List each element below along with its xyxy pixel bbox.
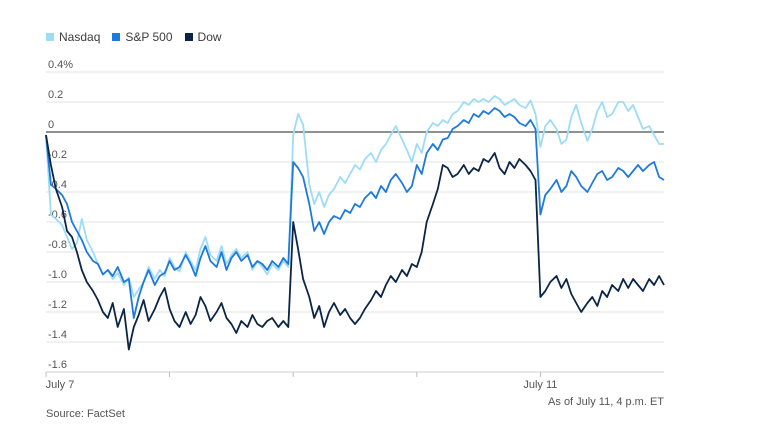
chart-series xyxy=(45,95,665,351)
legend-item-sp500: S&P 500 xyxy=(112,30,173,44)
y-axis-labels: 0.4%0.20-0.2-0.4-0.6-0.8-1.0-1.2-1.4-1.6 xyxy=(48,59,73,371)
y-tick-label: 0.2 xyxy=(48,89,63,101)
y-tick-label: 0.4% xyxy=(48,59,73,71)
y-tick-label: -1.2 xyxy=(48,299,67,311)
series-line-nasdaq xyxy=(45,95,664,298)
y-tick-label: -1.4 xyxy=(48,329,67,341)
x-axis: July 7 July 11 xyxy=(45,371,664,391)
legend-item-dow: Dow xyxy=(184,30,222,44)
y-tick-label: -0.2 xyxy=(48,149,67,161)
legend-swatch-sp500 xyxy=(112,33,121,41)
as-of-note: As of July 11, 4 p.m. ET xyxy=(548,396,664,408)
y-tick-label: 0 xyxy=(48,119,54,131)
x-tick-label: July 7 xyxy=(46,379,75,391)
legend-label-sp500: S&P 500 xyxy=(125,30,173,44)
legend-swatch-nasdaq xyxy=(46,33,54,41)
y-tick-label: -0.4 xyxy=(48,179,67,191)
y-tick-label: -1.0 xyxy=(48,269,67,281)
series-line-dow xyxy=(45,134,665,351)
legend-label-dow: Dow xyxy=(197,30,222,44)
series-line-sp500 xyxy=(45,107,665,319)
source-note: Source: FactSet xyxy=(46,408,125,420)
legend-swatch-dow xyxy=(184,33,193,41)
legend-label-nasdaq: Nasdaq xyxy=(59,30,101,44)
y-tick-label: -0.8 xyxy=(48,239,67,251)
x-tick-label: July 11 xyxy=(523,379,557,391)
chart-legend: Nasdaq S&P 500 Dow xyxy=(46,30,222,44)
legend-item-nasdaq: Nasdaq xyxy=(46,30,100,44)
y-tick-label: -1.6 xyxy=(48,359,67,371)
